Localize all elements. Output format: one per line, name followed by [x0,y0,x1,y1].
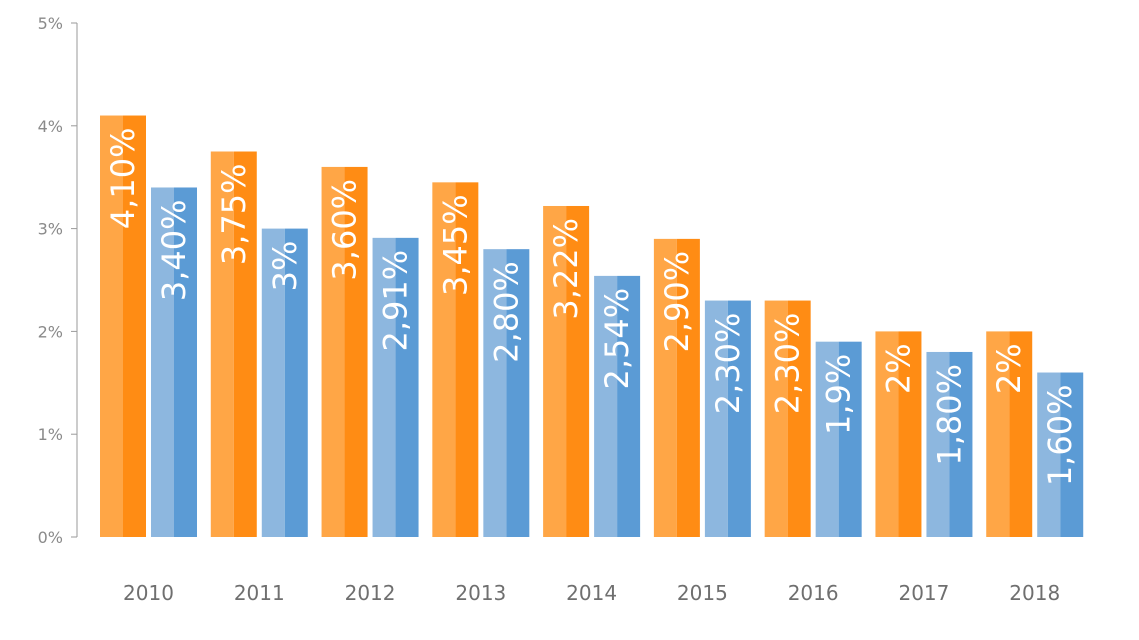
data-label: 3,60% [326,179,364,281]
data-label: 3,75% [215,164,253,266]
bar-2012-series-2: 2,91% [372,237,419,538]
bar-2017-series-1: 2% [875,331,922,537]
bar-2012-series-1: 3,60% [321,166,368,538]
bar-highlight [210,151,234,537]
bar-highlight [1037,372,1061,537]
x-category-label: 2014 [566,581,617,605]
bar-2017-series-2: 1,80% [926,351,973,537]
bar-2015-series-2: 2,30% [704,300,751,537]
bar-highlight [986,331,1010,537]
bar-shade [233,151,257,537]
bar-highlight [100,115,123,538]
bar-2010-series-2: 3,40% [151,187,197,538]
bar-shade [898,331,922,537]
data-label: 3,40% [155,199,193,301]
bar-2018-series-2: 1,60% [1037,372,1084,537]
bar-shade [506,249,530,537]
data-label: 3,22% [547,218,585,320]
bar-shade [1060,372,1084,537]
bar-highlight [653,238,677,537]
bar-2016-series-1: 2,30% [764,300,811,537]
bar-2015-series-1: 2,90% [653,238,700,537]
bar-highlight [926,351,950,537]
x-category-label: 2012 [345,581,396,605]
data-label: 2,54% [598,288,636,390]
x-category-label: 2013 [455,581,506,605]
bar-shade [566,205,590,537]
bar-highlight [321,166,345,538]
bar-highlight [704,300,728,537]
data-label: 2,80% [487,261,525,363]
y-tick-label: 1% [38,425,63,444]
bar-2013-series-1: 3,45% [432,182,479,537]
bar-2010-series-1: 4,10% [100,115,146,538]
bar-2011-series-2: 3% [261,228,308,537]
bar-highlight [151,187,174,538]
bar-shade [123,115,146,538]
bar-highlight [875,331,899,537]
bar-2016-series-2: 1,9% [815,341,862,537]
bar-highlight [764,300,788,537]
bar-shade [949,351,973,537]
bar-highlight [594,275,618,537]
data-label: 2,90% [658,251,696,353]
x-category-label: 2016 [788,581,839,605]
data-label: 3,45% [436,194,474,296]
bar-shade [617,275,641,537]
x-category-label: 2015 [677,581,728,605]
y-tick-label: 5% [38,14,63,33]
bar-2018-series-1: 2% [986,331,1033,537]
bar-highlight [483,249,507,537]
data-label: 2,91% [377,250,415,352]
bar-2013-series-2: 2,80% [483,249,530,537]
bar-highlight [432,182,456,537]
bar-shade [344,166,368,538]
bar-highlight [543,205,567,537]
y-tick-label: 3% [38,220,63,239]
data-label: 4,10% [104,128,142,230]
bar-shade [1009,331,1033,537]
data-label: 1,9% [820,354,858,435]
bar-shade [727,300,751,537]
data-label: 2% [879,343,917,394]
data-label: 1,80% [930,364,968,466]
x-category-label: 2018 [1009,581,1060,605]
bar-shade [838,341,862,537]
bar-highlight [261,228,285,537]
data-label: 3% [266,241,304,292]
x-category-label: 2017 [898,581,949,605]
bar-2014-series-1: 3,22% [543,205,590,537]
bars: 4,10% 3,40% 3,75% 3% 3,60% 2,91% 3,45% 2,80% 3,2… [100,115,1084,538]
data-label: 1,60% [1041,385,1079,487]
bar-shade [395,237,419,538]
bar-shade [676,238,700,537]
bar-2014-series-2: 2,54% [594,275,641,537]
labels: 2010 2011 2012 2013 2014 2015 2016 2017 2018 [123,581,1060,605]
bar-highlight [815,341,839,537]
bar-shade [284,228,308,537]
y-tick-label: 2% [38,322,63,341]
y-tick-label: 0% [38,528,63,547]
axes: 0% 1% 2% 3% 4% 5% [38,14,78,547]
bar-shade [787,300,811,537]
data-label: 2,30% [769,313,807,415]
data-label: 2,30% [709,313,747,415]
bar-highlight [372,237,396,538]
bar-2011-series-1: 3,75% [210,151,257,537]
data-label: 2% [990,343,1028,394]
x-category-label: 2011 [234,581,285,605]
bar-shade [174,187,197,538]
y-tick-label: 4% [38,117,63,136]
bar-shade [455,182,479,537]
x-category-label: 2010 [123,581,174,605]
